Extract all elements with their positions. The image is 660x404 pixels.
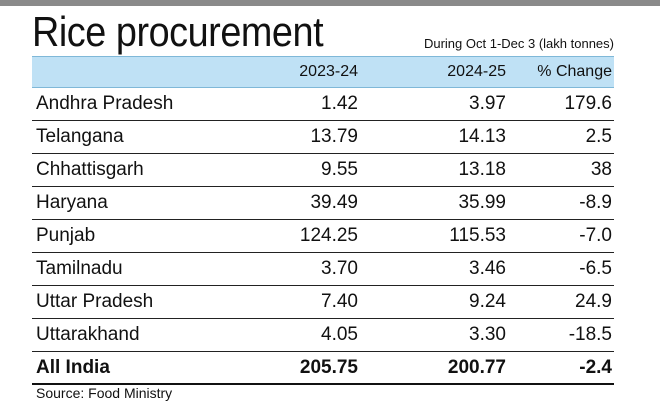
value-2023-24-cell: 9.55 xyxy=(321,159,358,180)
percent-change-cell: 179.6 xyxy=(564,93,612,114)
state-cell: Telangana xyxy=(36,126,124,147)
total-percent-change-cell: -2.4 xyxy=(579,356,612,378)
percent-change-cell: -18.5 xyxy=(568,324,612,345)
header-percent-change: % Change xyxy=(537,63,612,80)
percent-change-cell: 38 xyxy=(590,159,612,180)
total-label-cell: All India xyxy=(36,356,110,378)
value-2024-25-cell: 3.46 xyxy=(469,258,506,279)
percent-change-cell: -7.0 xyxy=(579,225,612,246)
table-header: 2023-24 2024-25 % Change xyxy=(32,56,614,88)
value-2023-24-cell: 1.42 xyxy=(321,93,358,114)
state-cell: Haryana xyxy=(36,192,108,213)
source-note: Source: Food Ministry xyxy=(36,385,173,401)
value-2024-25-cell: 13.18 xyxy=(458,159,506,180)
percent-change-cell: -6.5 xyxy=(579,258,612,279)
state-cell: Uttar Pradesh xyxy=(36,291,154,312)
top-divider-bar xyxy=(0,0,660,6)
value-2023-24-cell: 7.40 xyxy=(321,291,358,312)
chart-subtitle: During Oct 1-Dec 3 (lakh tonnes) xyxy=(423,36,614,51)
value-2024-25-cell: 9.24 xyxy=(469,291,506,312)
chart-title: Rice procurement xyxy=(32,8,324,55)
value-2024-25-cell: 3.30 xyxy=(469,324,506,345)
table-row: Haryana 39.49 35.99 -8.9 xyxy=(32,187,614,220)
header-2024-25: 2024-25 xyxy=(447,63,506,80)
total-2024-25-cell: 200.77 xyxy=(447,356,506,378)
procurement-table: 2023-24 2024-25 % Change Andhra Pradesh … xyxy=(32,56,614,385)
percent-change-cell: 24.9 xyxy=(575,291,612,312)
table-row: Uttarakhand 4.05 3.30 -18.5 xyxy=(32,319,614,352)
value-2024-25-cell: 3.97 xyxy=(469,93,506,114)
value-2023-24-cell: 39.49 xyxy=(310,192,358,213)
state-cell: Chhattisgarh xyxy=(36,159,144,180)
table-row: Tamilnadu 3.70 3.46 -6.5 xyxy=(32,253,614,286)
table-row: Chhattisgarh 9.55 13.18 38 xyxy=(32,154,614,187)
value-2023-24-cell: 124.25 xyxy=(299,225,358,246)
value-2023-24-cell: 4.05 xyxy=(321,324,358,345)
value-2023-24-cell: 13.79 xyxy=(310,126,358,147)
table-row: Punjab 124.25 115.53 -7.0 xyxy=(32,220,614,253)
state-cell: Uttarakhand xyxy=(36,324,140,345)
table-row: Andhra Pradesh 1.42 3.97 179.6 xyxy=(32,88,614,121)
value-2023-24-cell: 3.70 xyxy=(321,258,358,279)
value-2024-25-cell: 14.13 xyxy=(458,126,506,147)
state-cell: Andhra Pradesh xyxy=(36,93,174,114)
total-2023-24-cell: 205.75 xyxy=(299,356,358,378)
header-2023-24: 2023-24 xyxy=(299,63,358,80)
percent-change-cell: -8.9 xyxy=(579,192,612,213)
state-cell: Punjab xyxy=(36,225,96,246)
total-row: All India 205.75 200.77 -2.4 xyxy=(32,352,614,385)
value-2024-25-cell: 35.99 xyxy=(458,192,506,213)
table-row: Uttar Pradesh 7.40 9.24 24.9 xyxy=(32,286,614,319)
state-cell: Tamilnadu xyxy=(36,258,123,279)
table-row: Telangana 13.79 14.13 2.5 xyxy=(32,121,614,154)
value-2024-25-cell: 115.53 xyxy=(449,225,506,246)
percent-change-cell: 2.5 xyxy=(585,126,612,147)
